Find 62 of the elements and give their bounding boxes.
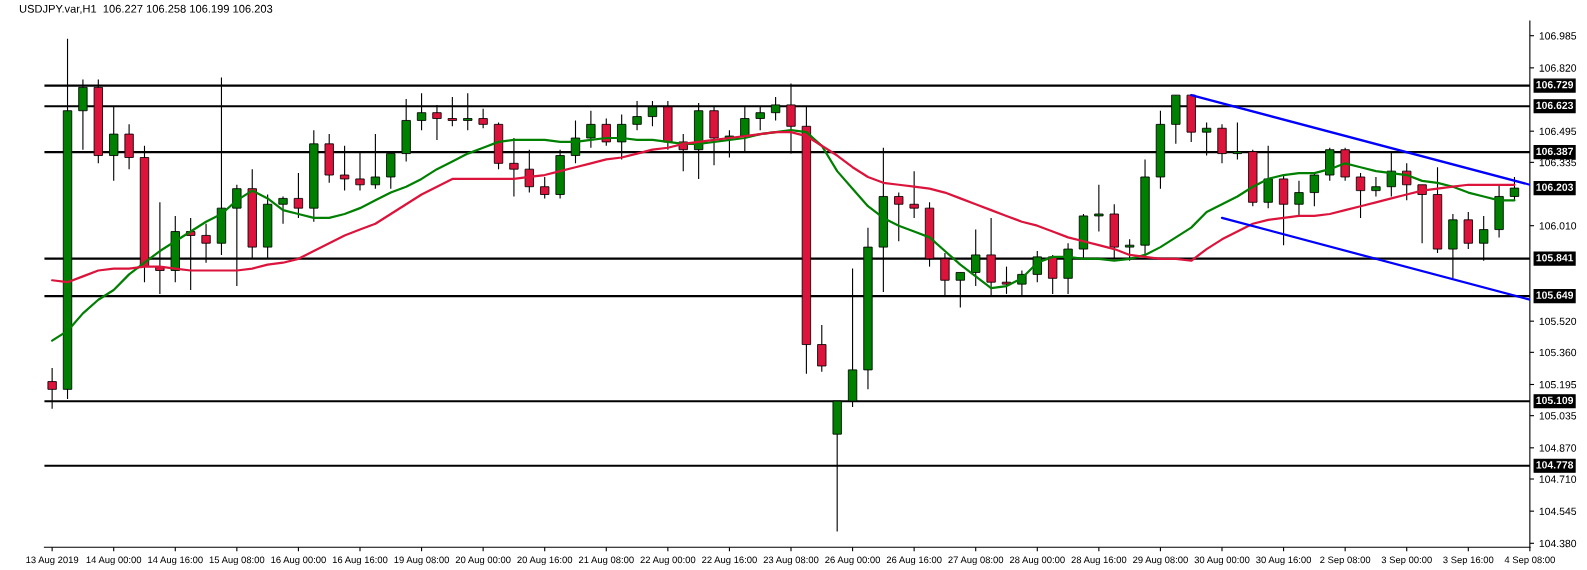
y-tick-label: 104.870 [1539,444,1577,452]
candlestick [540,176,550,199]
candlestick [601,117,611,147]
ref-line-label: 105.649 [1536,291,1574,299]
x-tick-label: 30 Aug 16:00 [1256,556,1312,566]
x-tick-label: 14 Aug 00:00 [86,556,142,566]
x-tick-label: 14 Aug 16:00 [148,556,203,566]
candlestick [909,170,919,219]
x-tick-label: 30 Aug 00:00 [1194,556,1250,566]
candlestick [1124,238,1135,262]
y-tick-label: 105.520 [1539,317,1577,326]
chart-title: USDJPY.var,H1 106.227 106.258 106.199 106.203 [19,4,273,15]
x-tick-label: 22 Aug 16:00 [702,556,757,566]
y-tick-label: 106.010 [1539,222,1577,230]
x-tick-label: 4 Sep 08:00 [1504,556,1555,566]
candlestick [1355,172,1366,219]
y-tick-label: 106.495 [1539,127,1577,136]
text: 106.203 [1536,183,1574,191]
x-tick-label: 29 Aug 08:00 [1133,556,1188,566]
y-tick-label: 104.545 [1539,507,1577,516]
x-tick-label: 27 Aug 08:00 [948,556,1004,566]
ref-line-label: 105.109 [1536,396,1574,405]
candlestick [817,324,827,373]
x-tick-label: 21 Aug 08:00 [578,556,634,566]
candlestick [1294,180,1304,217]
ref-line-label: 106.729 [1536,81,1574,89]
candlestick [478,108,488,129]
x-tick-label: 20 Aug 16:00 [517,556,573,566]
x-tick-label: 26 Aug 16:00 [886,556,942,566]
x-tick-label: 15 Aug 08:00 [209,556,265,566]
x-tick-label: 28 Aug 00:00 [1009,556,1065,566]
ref-line-label: 105.841 [1536,254,1574,262]
x-tick-label: 16 Aug 16:00 [332,556,388,566]
candlestick [1463,211,1473,250]
x-tick-label: 2 Sep 08:00 [1320,556,1371,566]
candlestick [1309,172,1320,207]
x-tick-label: 23 Aug 08:00 [763,556,819,566]
y-tick-label: 105.360 [1539,348,1577,357]
y-tick-label: 106.820 [1539,64,1577,72]
candlestick [278,195,288,225]
x-tick-label: 22 Aug 00:00 [640,556,696,566]
y-tick-label: 106.985 [1539,32,1577,40]
x-tick-label: 13 Aug 2019 [26,556,79,566]
x-tick-label: 16 Aug 00:00 [271,556,326,566]
y-tick-label: 105.195 [1539,381,1577,389]
y-tick-label: 104.710 [1539,475,1577,483]
x-tick-label: 3 Sep 16:00 [1443,556,1494,566]
y-tick-label: 106.335 [1539,158,1577,167]
ref-line-label: 106.623 [1536,101,1574,110]
y-tick-label: 105.035 [1539,412,1577,420]
x-tick-label: 26 Aug 00:00 [825,556,881,566]
x-tick-label: 3 Sep 00:00 [1381,556,1432,566]
x-tick-label: 20 Aug 00:00 [455,556,511,566]
x-tick-label: 19 Aug 08:00 [394,556,450,566]
ref-line-label: 106.387 [1536,147,1574,156]
y-tick-label: 104.380 [1539,539,1577,548]
candlestick [1371,176,1381,198]
candlestick [293,172,304,219]
x-tick-label: 28 Aug 16:00 [1071,556,1127,566]
candlestick [894,192,904,242]
ref-line-label: 104.778 [1536,461,1574,469]
candlestick [1094,184,1104,233]
